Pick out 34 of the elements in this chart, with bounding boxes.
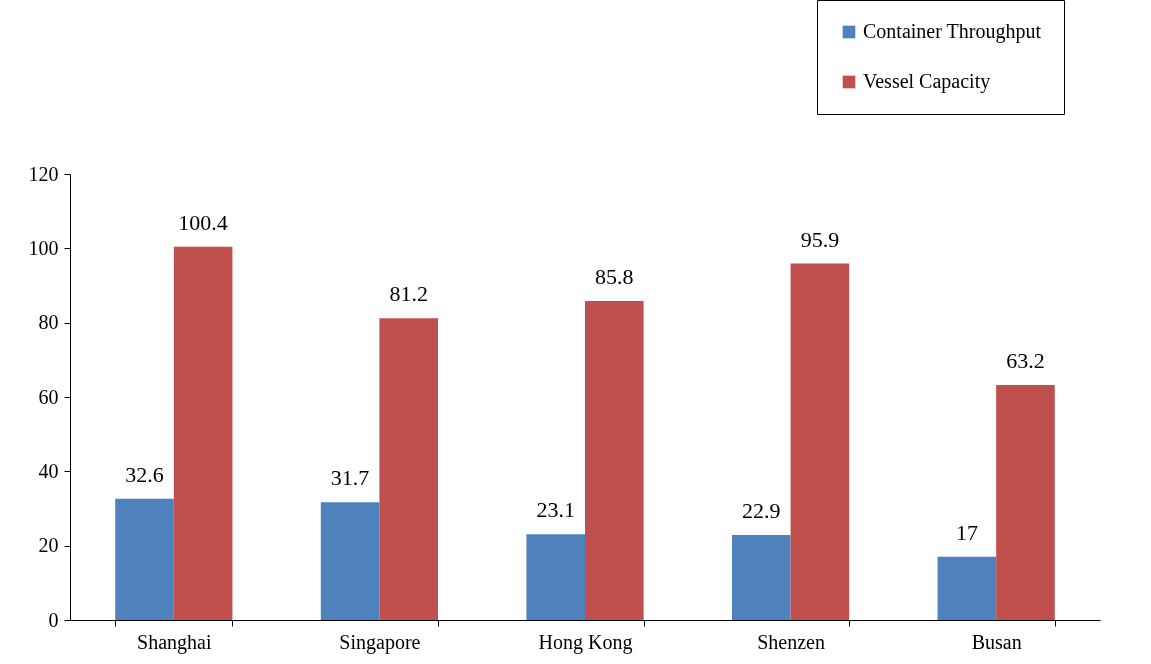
y-tick-label: 60 xyxy=(38,385,59,408)
data-label: 17 xyxy=(955,519,978,545)
x-tick-label: Busan xyxy=(971,630,1022,653)
bar xyxy=(320,502,380,620)
bar xyxy=(996,385,1055,620)
y-tick-label: 0 xyxy=(48,608,59,631)
y-tick-label: 100 xyxy=(28,236,59,259)
data-label: 85.8 xyxy=(595,264,634,290)
data-label: 63.2 xyxy=(1006,348,1045,374)
x-tick-label: Shenzen xyxy=(757,630,825,653)
bar xyxy=(115,498,174,620)
y-tick-label: 120 xyxy=(28,162,59,185)
bar xyxy=(937,556,997,620)
y-tick-label: 20 xyxy=(38,534,59,557)
data-label: 95.9 xyxy=(800,226,840,252)
data-label: 81.2 xyxy=(389,281,428,307)
data-label: 23.1 xyxy=(536,497,575,523)
x-tick-label: Shanghai xyxy=(137,630,212,654)
x-tick-label: Hong Kong xyxy=(538,630,633,654)
data-label: 22.9 xyxy=(742,497,781,523)
bar xyxy=(732,534,791,620)
legend-label: Vessel Capacity xyxy=(863,70,991,93)
y-tick-label: 80 xyxy=(38,311,59,334)
legend-label: Container Throughput xyxy=(863,20,1042,43)
y-tick-label: 40 xyxy=(38,459,59,482)
data-label: 32.6 xyxy=(125,461,164,487)
x-tick-label: Singapore xyxy=(339,630,421,654)
bar xyxy=(173,246,233,620)
data-label: 100.4 xyxy=(178,209,228,235)
data-label: 31.7 xyxy=(330,465,370,491)
bar xyxy=(526,534,585,620)
bar xyxy=(585,301,644,620)
bar xyxy=(790,263,850,620)
bar xyxy=(379,318,438,620)
